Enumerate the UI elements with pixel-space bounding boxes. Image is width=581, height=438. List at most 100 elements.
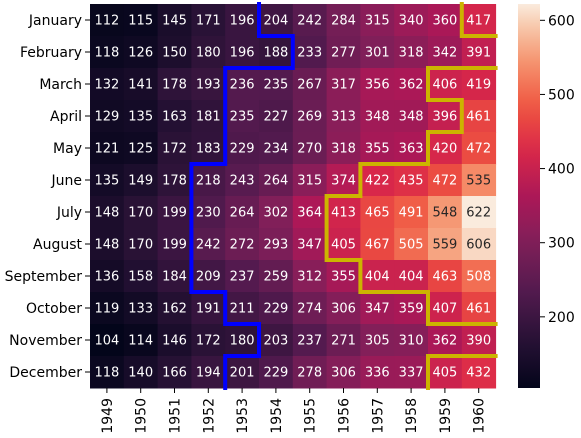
cell-value-label: 306 [331, 366, 356, 381]
heatmap-cell [326, 68, 361, 101]
cell-value-label: 306 [331, 302, 356, 317]
heatmap-cell [292, 132, 328, 165]
cell-value-label: 606 [466, 238, 491, 253]
heatmap-cell [225, 228, 260, 261]
heatmap-cell [191, 164, 226, 197]
heatmap-cell [90, 164, 125, 197]
cell-value-label: 133 [128, 302, 153, 317]
cell-value-label: 132 [94, 78, 119, 93]
heatmap-cell [292, 4, 328, 37]
y-tick-label: April [50, 109, 82, 125]
cell-value-label: 234 [263, 142, 288, 157]
heatmap-cell [259, 132, 294, 165]
heatmap-cell [225, 356, 260, 389]
cell-value-label: 237 [297, 334, 322, 349]
heatmap-cell [225, 4, 260, 37]
heatmap-cell [157, 356, 192, 389]
heatmap-cell [292, 196, 328, 229]
y-tick-label: September [5, 269, 83, 285]
cell-value-label: 203 [263, 334, 288, 349]
cell-value-label: 112 [94, 14, 119, 29]
cell-value-label: 272 [230, 238, 255, 253]
cell-value-label: 347 [297, 238, 322, 253]
cell-value-label: 209 [196, 270, 221, 285]
heatmap-cell [461, 68, 497, 101]
cell-value-label: 264 [263, 174, 288, 189]
cell-value-label: 432 [466, 366, 491, 381]
cell-value-label: 318 [399, 46, 424, 61]
heatmap-cell [428, 36, 463, 69]
cell-value-label: 364 [297, 206, 322, 221]
cell-value-label: 194 [196, 366, 221, 381]
cell-value-label: 259 [263, 270, 288, 285]
heatmap-cell [259, 356, 294, 389]
heatmap-cell [259, 324, 294, 357]
cell-value-label: 180 [230, 334, 255, 349]
cell-value-label: 119 [94, 302, 119, 317]
cell-value-label: 196 [230, 46, 255, 61]
cell-value-label: 148 [94, 238, 119, 253]
cell-value-label: 204 [263, 14, 288, 29]
heatmap-cell [123, 4, 159, 37]
x-tick-label: 1953 [235, 398, 251, 434]
colorbar-tick-label: 200 [548, 310, 575, 326]
cell-value-label: 148 [94, 206, 119, 221]
heatmap-cells [90, 4, 497, 389]
cell-value-label: 404 [399, 270, 424, 285]
cell-value-label: 318 [331, 142, 356, 157]
cell-value-label: 505 [399, 238, 424, 253]
cell-value-label: 149 [128, 174, 153, 189]
heatmap-cell [225, 68, 260, 101]
heatmap-cell [157, 36, 192, 69]
cell-value-label: 150 [162, 46, 187, 61]
cell-value-label: 104 [94, 334, 119, 349]
cell-value-label: 233 [297, 46, 322, 61]
heatmap-cell [225, 164, 260, 197]
cell-value-label: 236 [230, 78, 255, 93]
cell-value-label: 355 [365, 142, 390, 157]
cell-value-label: 196 [230, 14, 255, 29]
cell-value-label: 170 [128, 206, 153, 221]
heatmap-cell [292, 36, 328, 69]
heatmap-cell [461, 100, 497, 133]
cell-value-label: 140 [128, 366, 153, 381]
heatmap-cell [123, 260, 159, 293]
heatmap-cell [360, 164, 395, 197]
x-tick-label: 1954 [269, 398, 285, 434]
heatmap-cell [326, 292, 361, 325]
y-axis: January February March April May June July Augu… [5, 13, 90, 381]
heatmap-cell [394, 68, 429, 101]
cell-value-label: 199 [162, 238, 187, 253]
heatmap-cell [259, 36, 294, 69]
cell-value-label: 413 [331, 206, 356, 221]
x-tick-label: 1950 [134, 398, 150, 434]
cell-value-label: 118 [94, 366, 119, 381]
heatmap-cell [157, 68, 192, 101]
cell-value-label: 235 [263, 78, 288, 93]
heatmap-cell [326, 100, 361, 133]
cell-value-label: 405 [432, 366, 457, 381]
heatmap-cell [360, 68, 395, 101]
y-tick-label: June [51, 173, 83, 189]
heatmap-cell [123, 164, 159, 197]
heatmap-cell [461, 260, 497, 293]
x-tick-label: 1958 [404, 398, 420, 434]
cell-value-label: 435 [399, 174, 424, 189]
heatmap-cell [292, 228, 328, 261]
cell-value-label: 337 [399, 366, 424, 381]
heatmap-cell [90, 324, 125, 357]
heatmap-cell [461, 196, 497, 229]
cell-value-label: 396 [432, 110, 457, 125]
heatmap-cell [461, 228, 497, 261]
x-tick-label: 1955 [303, 398, 319, 434]
heatmap-cell [428, 292, 463, 325]
cell-value-label: 115 [128, 14, 153, 29]
cell-value-label: 340 [399, 14, 424, 29]
heatmap-cell [360, 100, 395, 133]
cell-value-label: 315 [365, 14, 390, 29]
heatmap-cell [461, 4, 497, 37]
cell-value-label: 163 [162, 110, 187, 125]
heatmap-cell [90, 132, 125, 165]
heatmap-cell [191, 356, 226, 389]
